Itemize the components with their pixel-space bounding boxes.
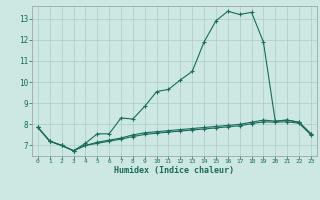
X-axis label: Humidex (Indice chaleur): Humidex (Indice chaleur)	[115, 166, 234, 175]
